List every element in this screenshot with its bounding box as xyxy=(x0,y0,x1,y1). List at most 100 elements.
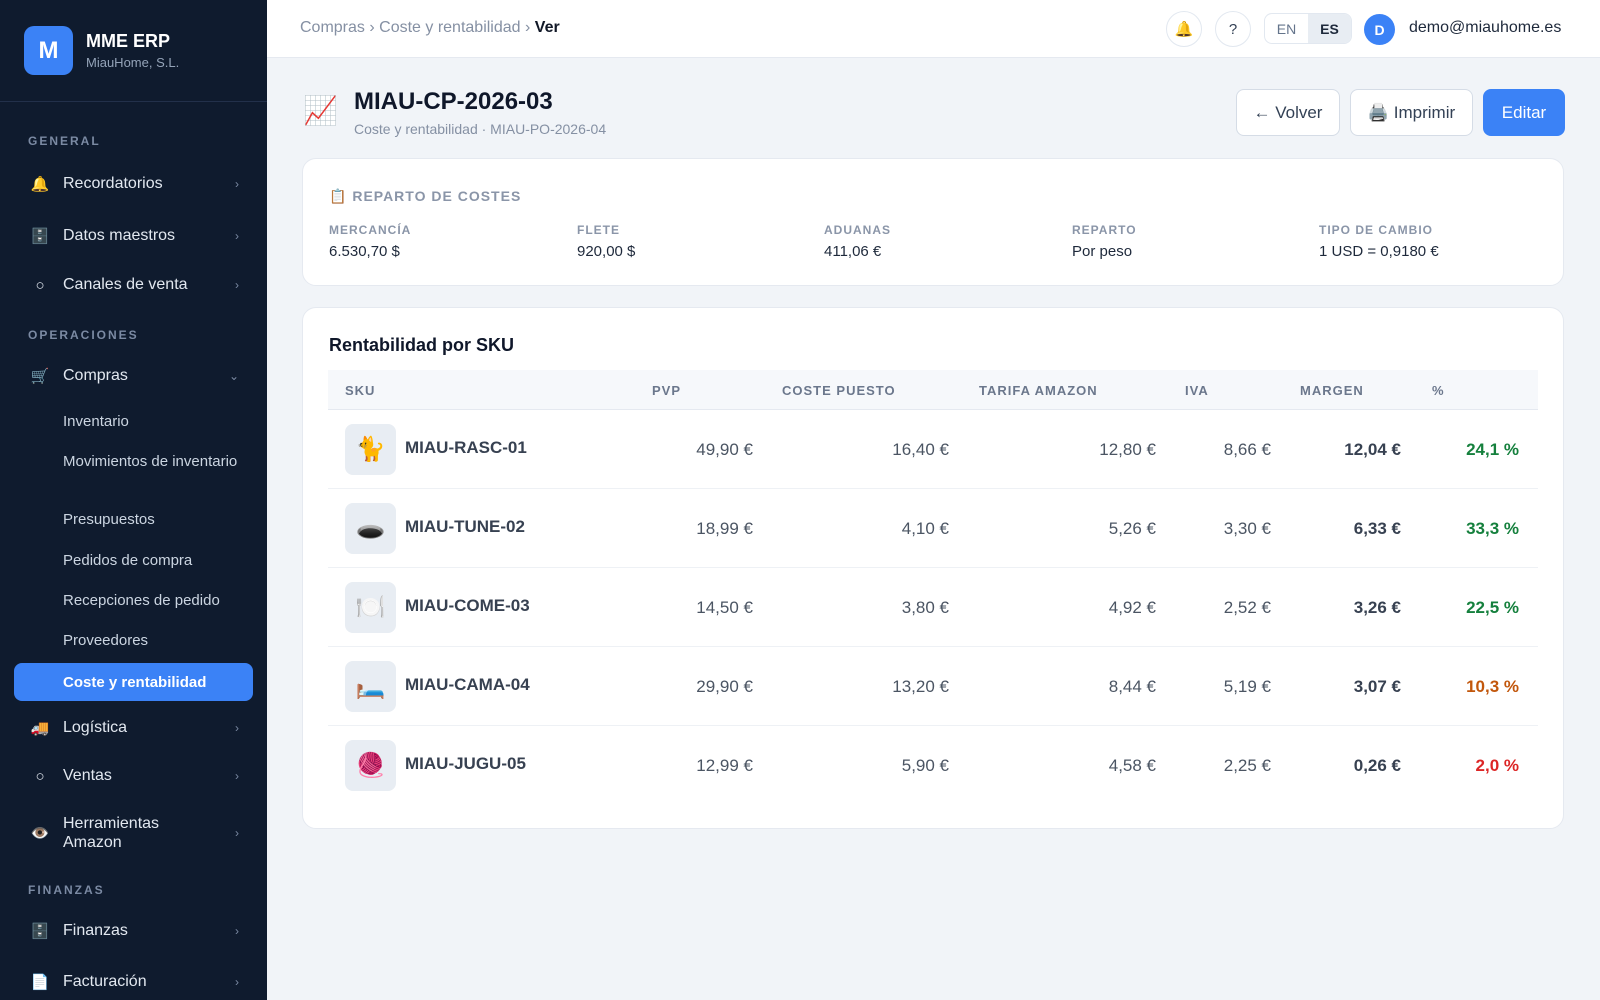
circle-icon: ○ xyxy=(35,276,45,294)
cell-iva: 8,66 € xyxy=(1223,440,1271,459)
stat-value: 1 USD = 0,9180 € xyxy=(1319,243,1439,260)
cell-iva: 2,52 € xyxy=(1223,598,1271,617)
cat-icon: 🐈 xyxy=(345,424,396,475)
table-row[interactable]: 🕳️ MIAU-TUNE-02 18,99 € 4,10 € 5,26 € 3,30 € 6… xyxy=(328,489,1538,568)
sidebar-item-label: Finanzas xyxy=(63,922,128,939)
stat-value: Por peso xyxy=(1072,243,1133,260)
cell-margen: 6,33 € xyxy=(1353,519,1401,538)
section-label-operaciones: OPERACIONES xyxy=(28,328,139,342)
bed-icon: 🛏️ xyxy=(345,661,396,712)
sidebar-subitem-inventario[interactable]: Inventario xyxy=(63,413,129,430)
sidebar-item-datos-maestros[interactable]: 🗄️ Datos maestros › xyxy=(14,222,253,250)
chevron-right-icon: › xyxy=(235,177,239,191)
sidebar-subitem-proveedores[interactable]: Proveedores xyxy=(63,632,149,649)
column-header-percent[interactable]: % xyxy=(1432,383,1445,398)
chevron-right-icon: › xyxy=(235,769,239,783)
sidebar-item-herramientas-amazon[interactable]: 👁️ Herramientas Amazon › xyxy=(14,812,253,854)
cell-tarifa-amazon: 4,58 € xyxy=(1108,756,1156,775)
column-header-sku[interactable]: SKU xyxy=(345,383,376,398)
breadcrumb-compras[interactable]: Compras xyxy=(300,19,365,36)
brand[interactable]: M MME ERP MiauHome, S.L. xyxy=(0,0,267,102)
stat-reparto: REPARTO Por peso xyxy=(1072,223,1137,260)
back-button[interactable]: ← Volver xyxy=(1236,89,1340,136)
clipboard-icon: 📋 xyxy=(329,188,348,204)
sidebar-item-label: Herramientas Amazon xyxy=(63,815,160,851)
cell-coste-puesto: 13,20 € xyxy=(892,677,949,696)
column-header-iva[interactable]: IVA xyxy=(1185,383,1209,398)
print-button[interactable]: 🖨️ Imprimir xyxy=(1350,89,1473,136)
language-switch: EN ES xyxy=(1264,13,1352,44)
cell-sku[interactable]: MIAU-RASC-01 xyxy=(405,438,527,457)
cell-percent: 22,5 % xyxy=(1466,598,1519,617)
table-row[interactable]: 🐈 MIAU-RASC-01 49,90 € 16,40 € 12,80 € 8,66 €… xyxy=(328,410,1538,489)
cell-tarifa-amazon: 4,92 € xyxy=(1108,598,1156,617)
sidebar-subitem-pedidos-de-compra[interactable]: Pedidos de compra xyxy=(63,552,193,569)
sidebar-item-label: Datos maestros xyxy=(63,227,176,244)
cell-sku[interactable]: MIAU-TUNE-02 xyxy=(405,517,525,536)
cell-pvp: 14,50 € xyxy=(696,598,753,617)
cart-icon: 🛒 xyxy=(30,368,50,385)
help-icon: ? xyxy=(1228,20,1238,38)
help-button[interactable]: ? xyxy=(1215,11,1251,47)
cell-pvp: 49,90 € xyxy=(696,440,753,459)
sidebar: M MME ERP MiauHome, S.L. GENERAL 🔔 Recor… xyxy=(0,0,267,1000)
stat-label: ADUANAS xyxy=(824,223,891,237)
sidebar-item-recordatorios[interactable]: 🔔 Recordatorios › xyxy=(14,170,253,198)
cell-sku[interactable]: MIAU-JUGU-05 xyxy=(405,754,526,773)
column-header-pvp[interactable]: PVP xyxy=(652,383,682,398)
cell-tarifa-amazon: 5,26 € xyxy=(1108,519,1156,538)
stat-value: 6.530,70 $ xyxy=(329,243,400,260)
sidebar-item-ventas[interactable]: ○ Ventas › xyxy=(14,762,253,790)
chevron-right-icon: › xyxy=(235,278,239,292)
cabinet-icon: 🗄️ xyxy=(30,228,50,245)
cell-sku[interactable]: MIAU-CAMA-04 xyxy=(405,675,530,694)
table-row[interactable]: 🧶 MIAU-JUGU-05 12,99 € 5,90 € 4,58 € 2,25 € 0,… xyxy=(328,726,1538,805)
sidebar-subitem-presupuestos[interactable]: Presupuestos xyxy=(63,511,155,528)
cell-iva: 3,30 € xyxy=(1223,519,1271,538)
circle-icon: ○ xyxy=(35,767,45,785)
cell-iva: 5,19 € xyxy=(1223,677,1271,696)
sidebar-item-facturacion[interactable]: 📄 Facturación › xyxy=(14,968,253,996)
page-title: MIAU-CP-2026-03 xyxy=(354,88,553,115)
cell-margen: 3,07 € xyxy=(1353,677,1401,696)
yarn-icon: 🧶 xyxy=(345,740,396,791)
lang-es-button[interactable]: ES xyxy=(1308,14,1351,43)
sidebar-subitem-recepciones[interactable]: Recepciones de pedido xyxy=(63,592,220,609)
notifications-button[interactable]: 🔔 xyxy=(1166,11,1202,47)
table-row[interactable]: 🍽️ MIAU-COME-03 14,50 € 3,80 € 4,92 € 2,52 € 3… xyxy=(328,568,1538,647)
stat-label: MERCANCÍA xyxy=(329,223,412,237)
stat-tipo-de-cambio: TIPO DE CAMBIO 1 USD = 0,9180 € xyxy=(1319,223,1439,260)
cost-breakdown-title: REPARTO DE COSTES xyxy=(352,188,522,204)
profitability-card: Rentabilidad por SKU SKU PVP COSTE PUEST… xyxy=(302,307,1564,829)
edit-button[interactable]: Editar xyxy=(1483,89,1565,136)
sidebar-item-logistica[interactable]: 🚚 Logística › xyxy=(14,714,253,742)
cell-percent: 2,0 % xyxy=(1475,756,1519,775)
stat-flete: FLETE 920,00 $ xyxy=(577,223,635,260)
cell-tarifa-amazon: 8,44 € xyxy=(1108,677,1156,696)
lang-en-button[interactable]: EN xyxy=(1276,20,1297,37)
chart-up-icon: 📈 xyxy=(303,95,338,126)
cell-sku[interactable]: MIAU-COME-03 xyxy=(405,596,530,615)
cost-breakdown-heading: 📋 REPARTO DE COSTES xyxy=(329,188,521,205)
cell-percent: 24,1 % xyxy=(1466,440,1519,459)
user-email[interactable]: demo@miauhome.es xyxy=(1409,19,1562,36)
sidebar-item-compras[interactable]: 🛒 Compras ⌄ xyxy=(14,362,253,390)
sidebar-subitem-movimientos[interactable]: Movimientos de inventario xyxy=(63,453,238,470)
sidebar-item-canales-de-venta[interactable]: ○ Canales de venta › xyxy=(14,271,253,299)
tunnel-icon: 🕳️ xyxy=(345,503,396,554)
page-subtitle: Coste y rentabilidad · MIAU-PO-2026-04 xyxy=(354,121,607,137)
breadcrumb-coste-rentabilidad[interactable]: Coste y rentabilidad xyxy=(379,19,521,36)
table-row[interactable]: 🛏️ MIAU-CAMA-04 29,90 € 13,20 € 8,44 € 5,19 €… xyxy=(328,647,1538,726)
sidebar-item-finanzas[interactable]: 🗄️ Finanzas › xyxy=(14,917,253,945)
table-header: SKU PVP COSTE PUESTO TARIFA AMAZON IVA M… xyxy=(328,370,1538,410)
sidebar-subitem-coste-rentabilidad[interactable]: Coste y rentabilidad xyxy=(14,663,253,701)
column-header-tarifa-amazon[interactable]: TARIFA AMAZON xyxy=(979,383,1098,398)
section-label-finanzas: FINANZAS xyxy=(28,883,105,897)
sidebar-item-label: Canales de venta xyxy=(63,276,188,293)
column-header-coste-puesto[interactable]: COSTE PUESTO xyxy=(782,383,896,398)
cell-margen: 0,26 € xyxy=(1353,756,1401,775)
column-header-margen[interactable]: MARGEN xyxy=(1300,383,1364,398)
avatar[interactable]: D xyxy=(1364,14,1395,45)
brand-name: MME ERP xyxy=(86,31,171,51)
plate-icon: 🍽️ xyxy=(345,582,396,633)
